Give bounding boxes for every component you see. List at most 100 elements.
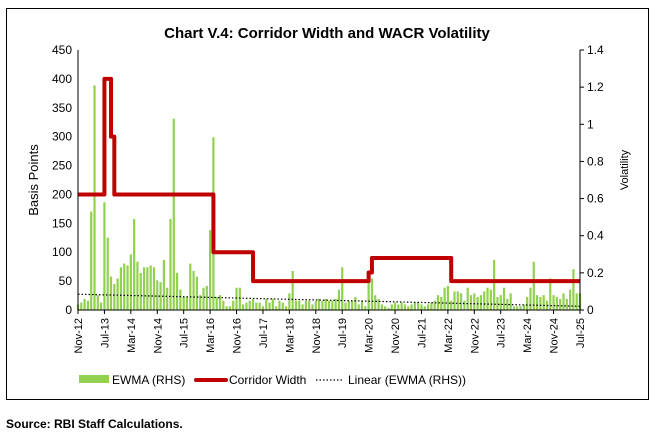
ewma-bar (255, 302, 258, 310)
ewma-bar (522, 304, 525, 310)
ewma-bar (568, 289, 572, 310)
ewma-bar (166, 287, 169, 310)
left-tick-label: 100 (52, 245, 72, 259)
x-tick-label: Nov-24 (549, 318, 561, 353)
ewma-bar (291, 271, 294, 310)
ewma-bar (261, 306, 265, 310)
ewma-bar (390, 304, 393, 310)
ewma-bar (146, 267, 149, 310)
ewma-bar (486, 287, 489, 310)
ewma-bar (119, 267, 123, 310)
right-tick-label: 0.4 (587, 229, 604, 243)
legend-corridor-label: Corridor Width (229, 373, 306, 387)
ewma-bar (384, 306, 387, 310)
left-tick-label: 200 (52, 187, 72, 201)
ewma-bar (341, 267, 344, 310)
ewma-bar (555, 297, 558, 310)
right-tick-label: 0.8 (587, 154, 604, 168)
ewma-bar (142, 267, 146, 310)
ewma-bar (169, 219, 172, 310)
x-tick-label: Mar-18 (284, 318, 296, 353)
ewma-bar (532, 261, 535, 310)
ewma-bar (539, 297, 542, 310)
ewma-bar (159, 282, 162, 310)
ewma-bar (251, 298, 255, 310)
ewma-bar (420, 304, 423, 310)
right-axis-title: Volatility (619, 149, 631, 190)
ewma-bar (436, 295, 440, 310)
source-note: Source: RBI Staff Calculations. (6, 417, 183, 431)
ewma-bar (423, 306, 426, 310)
ewma-bar (182, 297, 185, 310)
x-tick-label: Nov-20 (390, 318, 402, 353)
ewma-bar (367, 280, 370, 310)
x-tick-label: Jul-19 (337, 318, 349, 348)
ewma-bar (446, 285, 449, 310)
ewma-bar (308, 300, 311, 310)
ewma-bar (271, 298, 274, 310)
ewma-bar (331, 300, 334, 310)
ewma-bar (218, 295, 222, 310)
ewma-bar (238, 287, 241, 310)
ewma-bar (149, 265, 152, 310)
ewma-bar (489, 289, 492, 310)
left-tick-label: 50 (59, 274, 73, 288)
ewma-bar (387, 308, 390, 310)
x-tick-label: Jul-13 (99, 318, 111, 348)
ewma-bar (100, 302, 103, 310)
right-tick-label: 0.2 (587, 266, 604, 280)
ewma-bar (460, 293, 463, 310)
ewma-bar (469, 295, 473, 310)
ewma-bar (453, 291, 456, 310)
ewma-bar (281, 302, 284, 310)
x-tick-label: Jul-17 (258, 318, 270, 348)
ewma-bar (410, 304, 413, 310)
left-tick-label: 150 (52, 216, 72, 230)
ewma-bar (314, 300, 317, 310)
ewma-bar (344, 302, 347, 310)
ewma-bar (172, 118, 175, 310)
legend-trend-label: Linear (EWMA (RHS)) (348, 373, 466, 387)
ewma-bar (337, 289, 341, 310)
ewma-bar (162, 259, 165, 310)
ewma-bar (496, 297, 499, 310)
ewma-bar (377, 298, 380, 310)
x-tick-label: Mar-20 (364, 318, 376, 353)
ewma-bar (357, 304, 360, 310)
right-tick-label: 1.2 (587, 80, 604, 94)
ewma-bar (417, 302, 420, 310)
x-tick-label: Mar-16 (205, 318, 217, 353)
ewma-bar (559, 298, 562, 310)
ewma-bar (380, 304, 383, 310)
ewma-bar (90, 211, 93, 310)
ewma-bar (96, 295, 99, 310)
ewma-bar (393, 302, 397, 310)
ewma-bar (235, 287, 238, 310)
ewma-bar (426, 304, 430, 310)
x-tick-label: Jul-23 (496, 318, 508, 348)
ewma-bar (232, 300, 235, 310)
chart-frame (6, 8, 649, 400)
ewma-bar (397, 304, 400, 310)
ewma-bar (519, 306, 522, 310)
left-tick-label: 250 (52, 159, 72, 173)
ewma-bar (258, 302, 261, 310)
ewma-bar (199, 295, 202, 310)
right-tick-label: 1.4 (587, 43, 604, 57)
ewma-bar (552, 295, 555, 310)
ewma-bar (248, 300, 251, 310)
ewma-bar (288, 293, 291, 310)
ewma-bar (360, 300, 364, 310)
x-tick-label: Nov-14 (152, 318, 164, 353)
ewma-bar (228, 306, 232, 310)
ewma-bar (549, 278, 552, 310)
ewma-bar (443, 287, 446, 310)
ewma-bar (192, 271, 195, 310)
corridor-width-line (78, 76, 580, 284)
ewma-bar (209, 230, 212, 310)
left-tick-label: 350 (52, 101, 72, 115)
ewma-bar (542, 295, 545, 310)
ewma-bar (123, 263, 126, 310)
ewma-bar (473, 293, 476, 310)
